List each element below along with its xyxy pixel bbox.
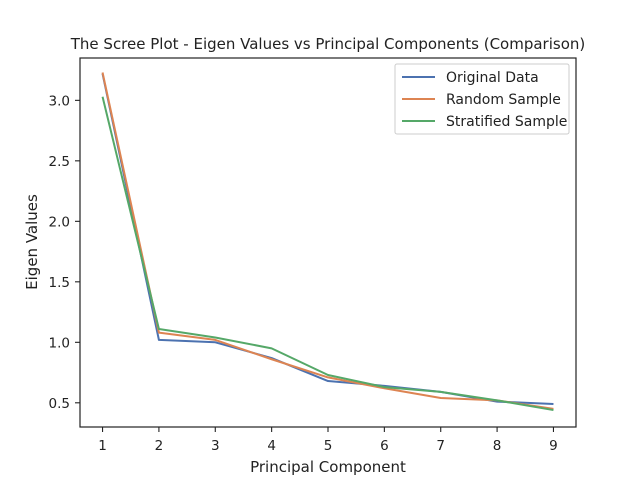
x-tick-label: 6 — [380, 438, 389, 454]
series-line-1 — [101, 72, 554, 410]
y-tick-label: 2.0 — [49, 214, 70, 230]
x-tick-label: 8 — [493, 438, 502, 454]
y-axis-ticks: 0.5 1.0 1.5 2.0 2.5 3.0 — [49, 93, 80, 412]
legend-label-0: Original Data — [446, 70, 539, 86]
plot-lines — [101, 72, 554, 412]
y-axis-label: Eigen Values — [23, 194, 41, 290]
series-line-2 — [101, 96, 554, 412]
x-axis-label: Principal Component — [250, 458, 406, 476]
y-tick-label: 2.5 — [49, 154, 70, 170]
legend-label-1: Random Sample — [446, 92, 561, 108]
chart-title: The Scree Plot - Eigen Values vs Princip… — [70, 35, 586, 53]
y-tick-label: 1.0 — [49, 335, 70, 351]
legend-box — [394, 63, 570, 135]
y-tick-label: 1.5 — [49, 275, 70, 291]
x-tick-label: 2 — [155, 438, 164, 454]
x-tick-label: 7 — [436, 438, 445, 454]
x-tick-label: 9 — [549, 438, 558, 454]
x-tick-label: 4 — [267, 438, 276, 454]
y-tick-label: 0.5 — [49, 396, 70, 412]
y-tick-label: 3.0 — [49, 93, 70, 109]
x-tick-label: 5 — [324, 438, 333, 454]
x-tick-label: 1 — [98, 438, 107, 454]
legend: Original Data Random Sample Stratified Sam… — [394, 63, 570, 135]
x-tick-label: 3 — [211, 438, 220, 454]
legend-label-2: Stratified Sample — [446, 114, 567, 130]
x-axis-ticks: 1 2 3 4 5 6 7 8 9 — [98, 427, 558, 454]
